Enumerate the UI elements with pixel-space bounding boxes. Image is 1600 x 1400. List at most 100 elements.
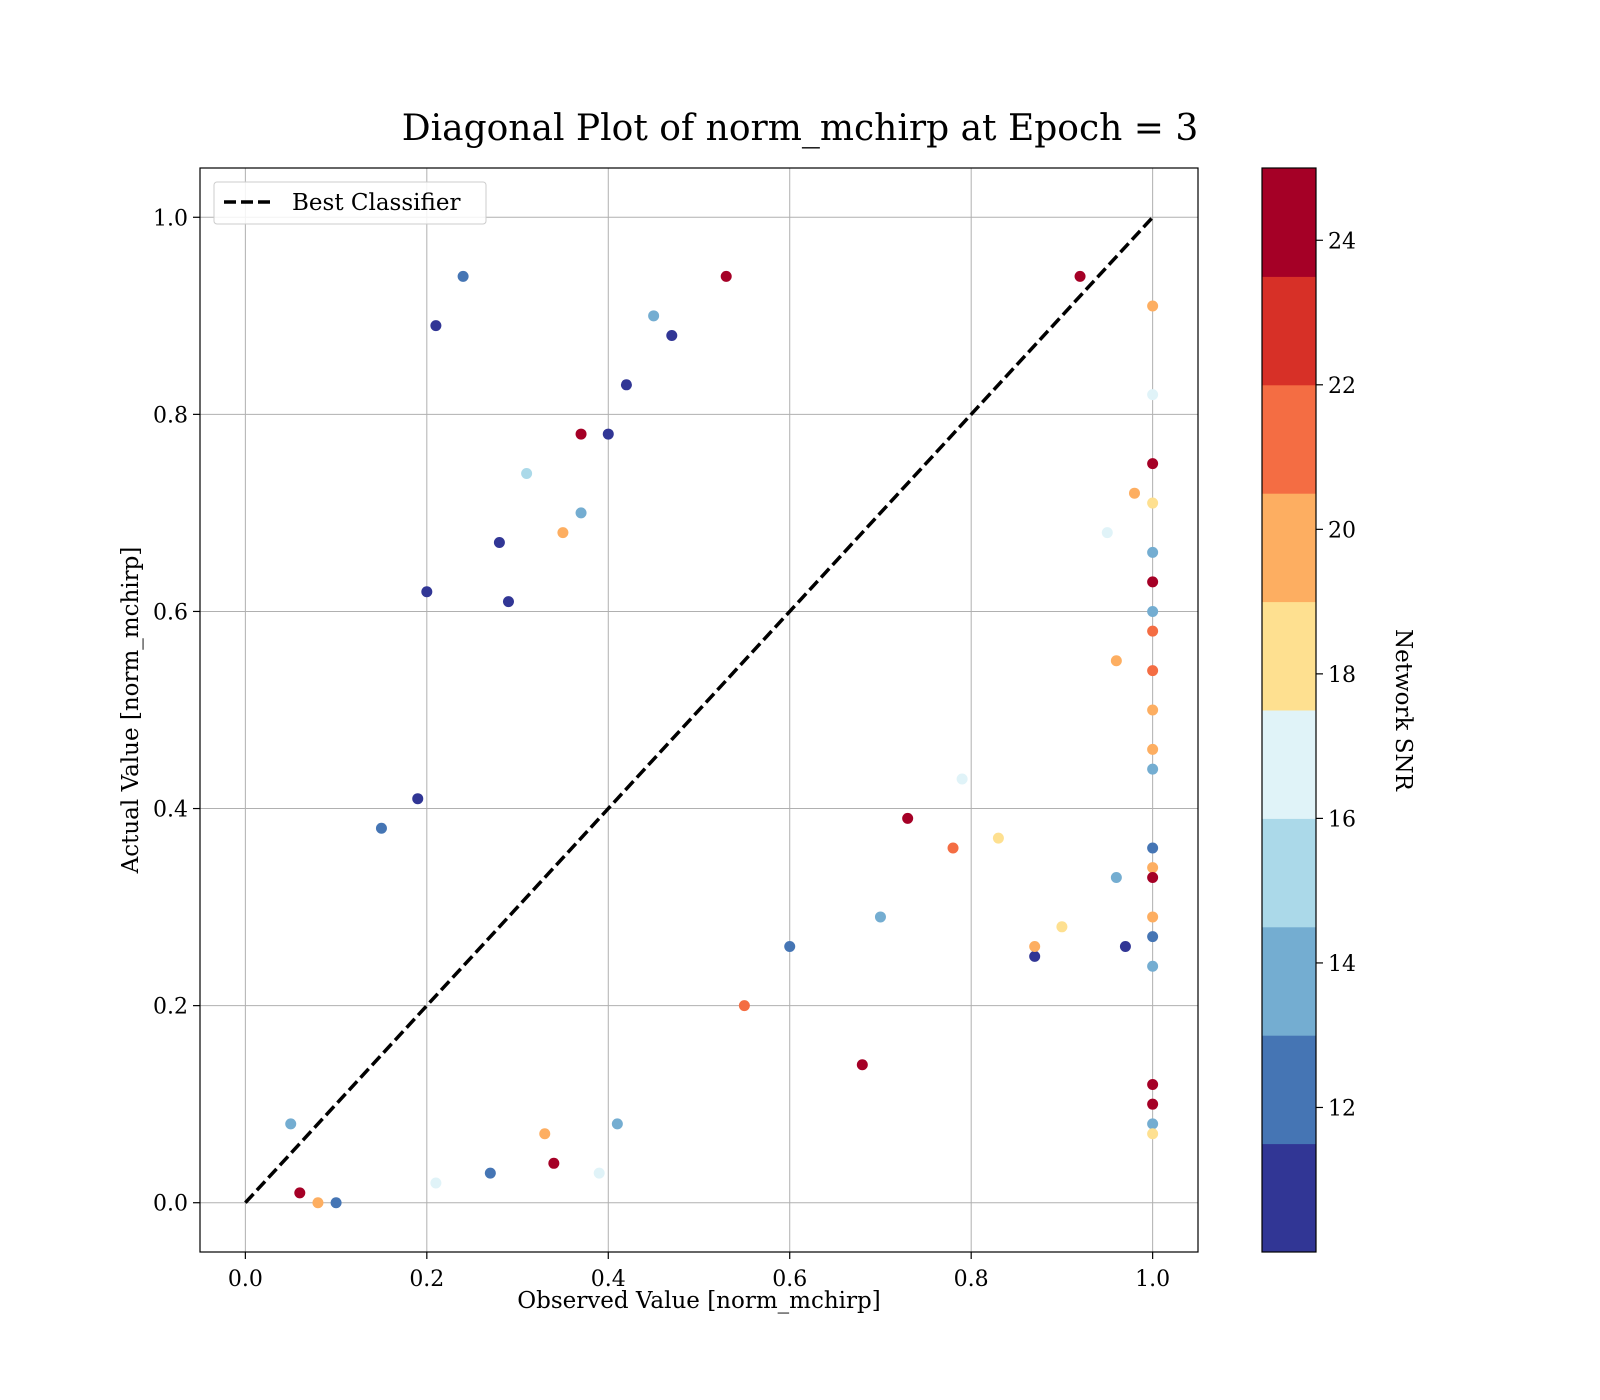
data-point bbox=[457, 270, 469, 282]
x-tick-label: 0.0 bbox=[228, 1267, 263, 1292]
data-point bbox=[1147, 1128, 1159, 1140]
colorbar-bin bbox=[1262, 1035, 1316, 1145]
data-point bbox=[1147, 576, 1159, 588]
colorbar-frame bbox=[1261, 167, 1317, 1253]
data-point bbox=[1147, 625, 1159, 637]
y-tick-label: 0.8 bbox=[153, 403, 188, 428]
colorbar-bin bbox=[1262, 818, 1316, 928]
data-point bbox=[1029, 941, 1041, 953]
data-point bbox=[620, 379, 632, 391]
colorbar-tick-label: 20 bbox=[1328, 518, 1356, 543]
data-point bbox=[557, 527, 569, 539]
x-tick-label: 0.8 bbox=[954, 1267, 989, 1292]
data-point bbox=[947, 842, 959, 854]
y-tick-label: 0.6 bbox=[153, 600, 188, 625]
legend: Best Classifier bbox=[213, 181, 487, 225]
data-point bbox=[902, 812, 914, 824]
data-point bbox=[484, 1167, 496, 1179]
data-point bbox=[602, 428, 614, 440]
data-point bbox=[593, 1167, 605, 1179]
x-axis-ticks: 0.0 0.2 0.4 0.6 0.8 1.0 bbox=[228, 1252, 1170, 1292]
best-classifier-group bbox=[244, 216, 1154, 1204]
data-point bbox=[539, 1128, 551, 1140]
y-tick-label: 0.0 bbox=[153, 1192, 188, 1217]
data-point bbox=[1147, 300, 1159, 312]
data-point bbox=[521, 467, 533, 479]
data-point bbox=[648, 310, 660, 322]
data-point bbox=[412, 793, 424, 805]
data-point bbox=[375, 822, 387, 834]
data-point bbox=[1147, 931, 1159, 943]
y-tick-label: 0.2 bbox=[153, 995, 188, 1020]
data-point bbox=[1147, 1078, 1159, 1090]
data-point bbox=[285, 1118, 297, 1130]
data-point bbox=[1147, 704, 1159, 716]
colorbar-bin bbox=[1262, 276, 1316, 386]
data-point bbox=[430, 1177, 442, 1189]
data-point bbox=[1147, 546, 1159, 558]
colorbar-bin bbox=[1262, 384, 1316, 494]
colorbar-bin bbox=[1262, 168, 1316, 277]
data-point bbox=[1147, 763, 1159, 775]
colorbar-bin bbox=[1262, 601, 1316, 711]
colorbar-tick-label: 24 bbox=[1328, 229, 1356, 254]
colorbar-bin bbox=[1262, 926, 1316, 1036]
data-point bbox=[1056, 921, 1068, 933]
y-axis-label: Actual Value [norm_mchirp] bbox=[118, 547, 144, 875]
data-point bbox=[611, 1118, 623, 1130]
data-point bbox=[1147, 842, 1159, 854]
colorbar-bin bbox=[1262, 710, 1316, 819]
data-point bbox=[1147, 665, 1159, 677]
data-point bbox=[1128, 487, 1140, 499]
data-point bbox=[666, 330, 678, 342]
data-point bbox=[738, 1000, 750, 1012]
data-point bbox=[1147, 1118, 1159, 1130]
data-point bbox=[330, 1197, 342, 1209]
data-point bbox=[430, 320, 442, 332]
data-point bbox=[1147, 389, 1159, 401]
data-point bbox=[1147, 497, 1159, 509]
data-points bbox=[285, 270, 1159, 1209]
colorbar-tick-label: 22 bbox=[1328, 374, 1356, 399]
best-classifier-line bbox=[244, 216, 1154, 1204]
data-point bbox=[720, 270, 732, 282]
data-point bbox=[493, 536, 505, 548]
data-point bbox=[1147, 960, 1159, 972]
data-point bbox=[575, 428, 587, 440]
colorbar-bin bbox=[1262, 493, 1316, 603]
colorbar-bin bbox=[1262, 1143, 1316, 1253]
x-tick-label: 1.0 bbox=[1135, 1267, 1170, 1292]
data-point bbox=[1147, 605, 1159, 617]
data-point bbox=[312, 1197, 324, 1209]
data-point bbox=[1147, 458, 1159, 470]
data-point bbox=[575, 507, 587, 519]
data-point bbox=[956, 773, 968, 785]
y-tick-label: 1.0 bbox=[153, 206, 188, 231]
colorbar-tick-label: 18 bbox=[1328, 663, 1356, 688]
data-point bbox=[1110, 655, 1122, 667]
grid-lines bbox=[200, 168, 1198, 1252]
colorbar bbox=[1262, 168, 1316, 1253]
colorbar-tick-label: 12 bbox=[1328, 1096, 1356, 1121]
data-point bbox=[294, 1187, 306, 1199]
data-point bbox=[1147, 743, 1159, 755]
data-point bbox=[1074, 270, 1086, 282]
x-tick-label: 0.2 bbox=[409, 1267, 444, 1292]
data-point bbox=[1147, 872, 1159, 884]
legend-box bbox=[213, 181, 487, 225]
x-tick-label: 0.4 bbox=[591, 1267, 626, 1292]
data-point bbox=[784, 941, 796, 953]
data-point bbox=[992, 832, 1004, 844]
data-point bbox=[1147, 1098, 1159, 1110]
data-point bbox=[874, 911, 886, 923]
colorbar-tick-label: 16 bbox=[1328, 807, 1356, 832]
data-point bbox=[1147, 862, 1159, 874]
y-tick-label: 0.4 bbox=[153, 798, 188, 823]
chart-title: Diagonal Plot of norm_mchirp at Epoch = … bbox=[402, 108, 1199, 149]
data-point bbox=[1119, 941, 1131, 953]
colorbar-ticks: 12 14 16 18 20 22 24 bbox=[1316, 229, 1356, 1121]
colorbar-tick-label: 14 bbox=[1328, 952, 1356, 977]
x-axis-label: Observed Value [norm_mchirp] bbox=[517, 1288, 880, 1314]
data-point bbox=[421, 586, 433, 598]
